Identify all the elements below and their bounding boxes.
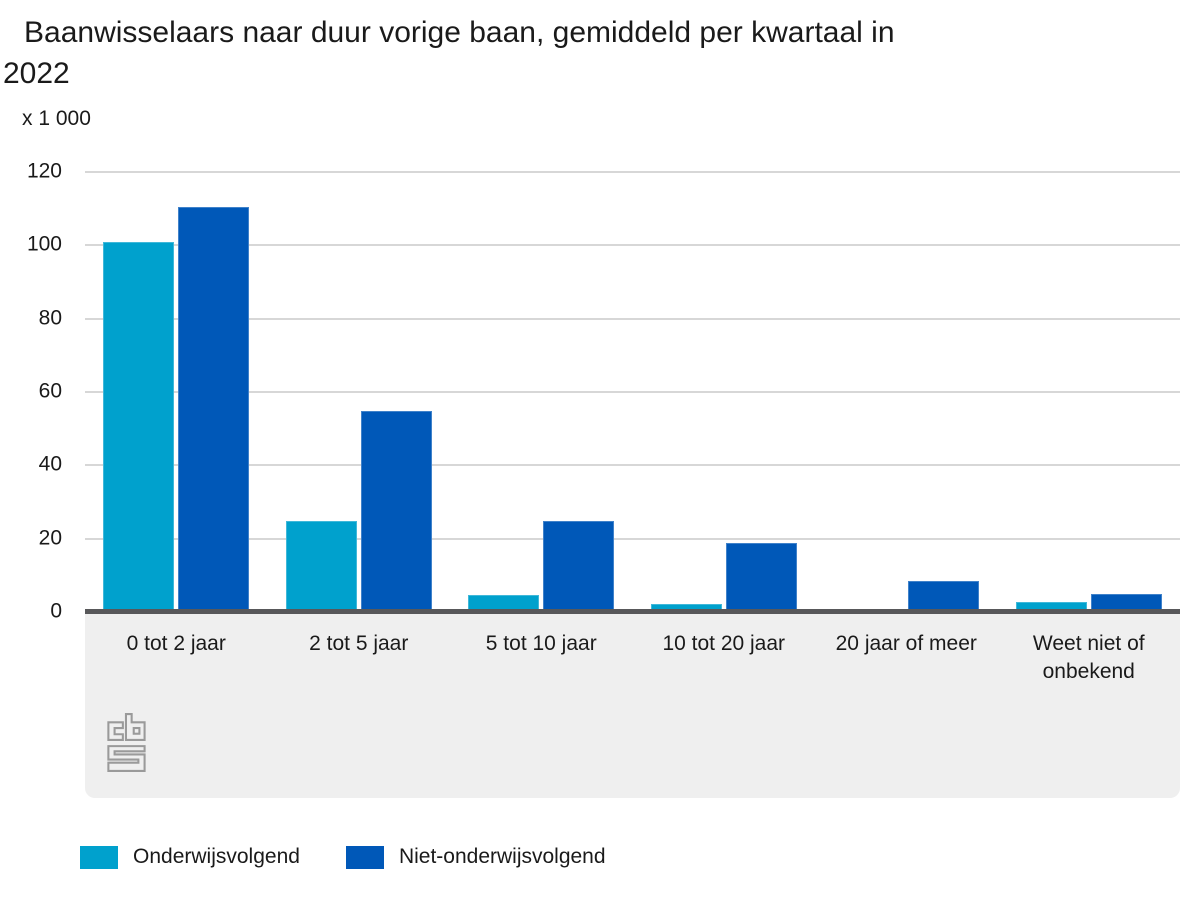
y-gridline — [85, 537, 1180, 540]
y-axis-tick-label: 80 — [38, 306, 62, 330]
y-axis-tick-label: 120 — [26, 159, 62, 183]
legend-swatch — [345, 845, 384, 869]
y-axis-tick-label: 20 — [38, 526, 62, 550]
x-axis-line — [85, 609, 1180, 614]
bar-onderwijsvolgend[interactable] — [1015, 602, 1087, 612]
y-gridline — [85, 317, 1180, 320]
cbs-logo-letter-b — [124, 713, 146, 741]
y-gridline — [85, 391, 1180, 393]
chart-title: Baanwisselaars naar duur vorige baan, ge… — [3, 16, 895, 90]
x-axis-category-label: 2 tot 5 jaar — [309, 632, 409, 655]
y-axis-tick-label: 0 — [50, 599, 62, 623]
bar-niet-onderwijsvolgend[interactable] — [908, 581, 980, 612]
bar-niet-onderwijsvolgend[interactable] — [360, 410, 432, 612]
bar-niet-onderwijsvolgend[interactable] — [543, 521, 615, 612]
x-axis-category-label: 20 jaar of meer — [835, 632, 977, 655]
x-axis-category-label: 5 tot 10 jaar — [485, 632, 597, 655]
legend-item-onderwijsvolgend[interactable]: Onderwijsvolgend — [80, 845, 300, 869]
cbs-logo-letter-s — [107, 745, 146, 772]
bar-niet-onderwijsvolgend[interactable] — [1090, 594, 1162, 612]
legend-item-niet-onderwijsvolgend[interactable]: Niet-onderwijsvolgend — [345, 845, 606, 869]
y-axis-tick-label: 100 — [26, 232, 62, 256]
y-axis-unit-label: x 1 000 — [22, 107, 91, 130]
y-gridline — [85, 464, 1180, 467]
y-gridline — [85, 244, 1180, 247]
x-axis-category-label: 10 tot 20 jaar — [662, 632, 786, 655]
x-axis-category-label: 0 tot 2 jaar — [126, 632, 226, 655]
y-axis-tick-label: 60 — [38, 379, 62, 403]
bar-onderwijsvolgend[interactable] — [285, 521, 357, 612]
x-axis-panel — [85, 614, 1180, 798]
legend-label: Niet-onderwijsvolgend — [398, 845, 606, 868]
y-gridline — [85, 171, 1180, 173]
legend-label: Onderwijsvolgend — [133, 845, 300, 868]
bar-niet-onderwijsvolgend[interactable] — [178, 206, 250, 612]
x-axis-category-label: Weet niet of onbekend — [1032, 632, 1145, 683]
cbs-logo — [107, 713, 146, 772]
bar-onderwijsvolgend[interactable] — [468, 594, 540, 612]
cbs-logo-letter-b-hole — [132, 727, 141, 735]
chart-legend: Onderwijsvolgend Niet-onderwijsvolgend — [80, 845, 652, 869]
bar-onderwijsvolgend[interactable] — [103, 242, 175, 612]
bar-niet-onderwijsvolgend[interactable] — [725, 543, 797, 612]
legend-swatch — [80, 845, 118, 869]
cbs-logo-letter-c — [107, 721, 124, 741]
bar-onderwijsvolgend[interactable] — [650, 604, 722, 612]
y-axis-tick-label: 40 — [38, 452, 62, 476]
